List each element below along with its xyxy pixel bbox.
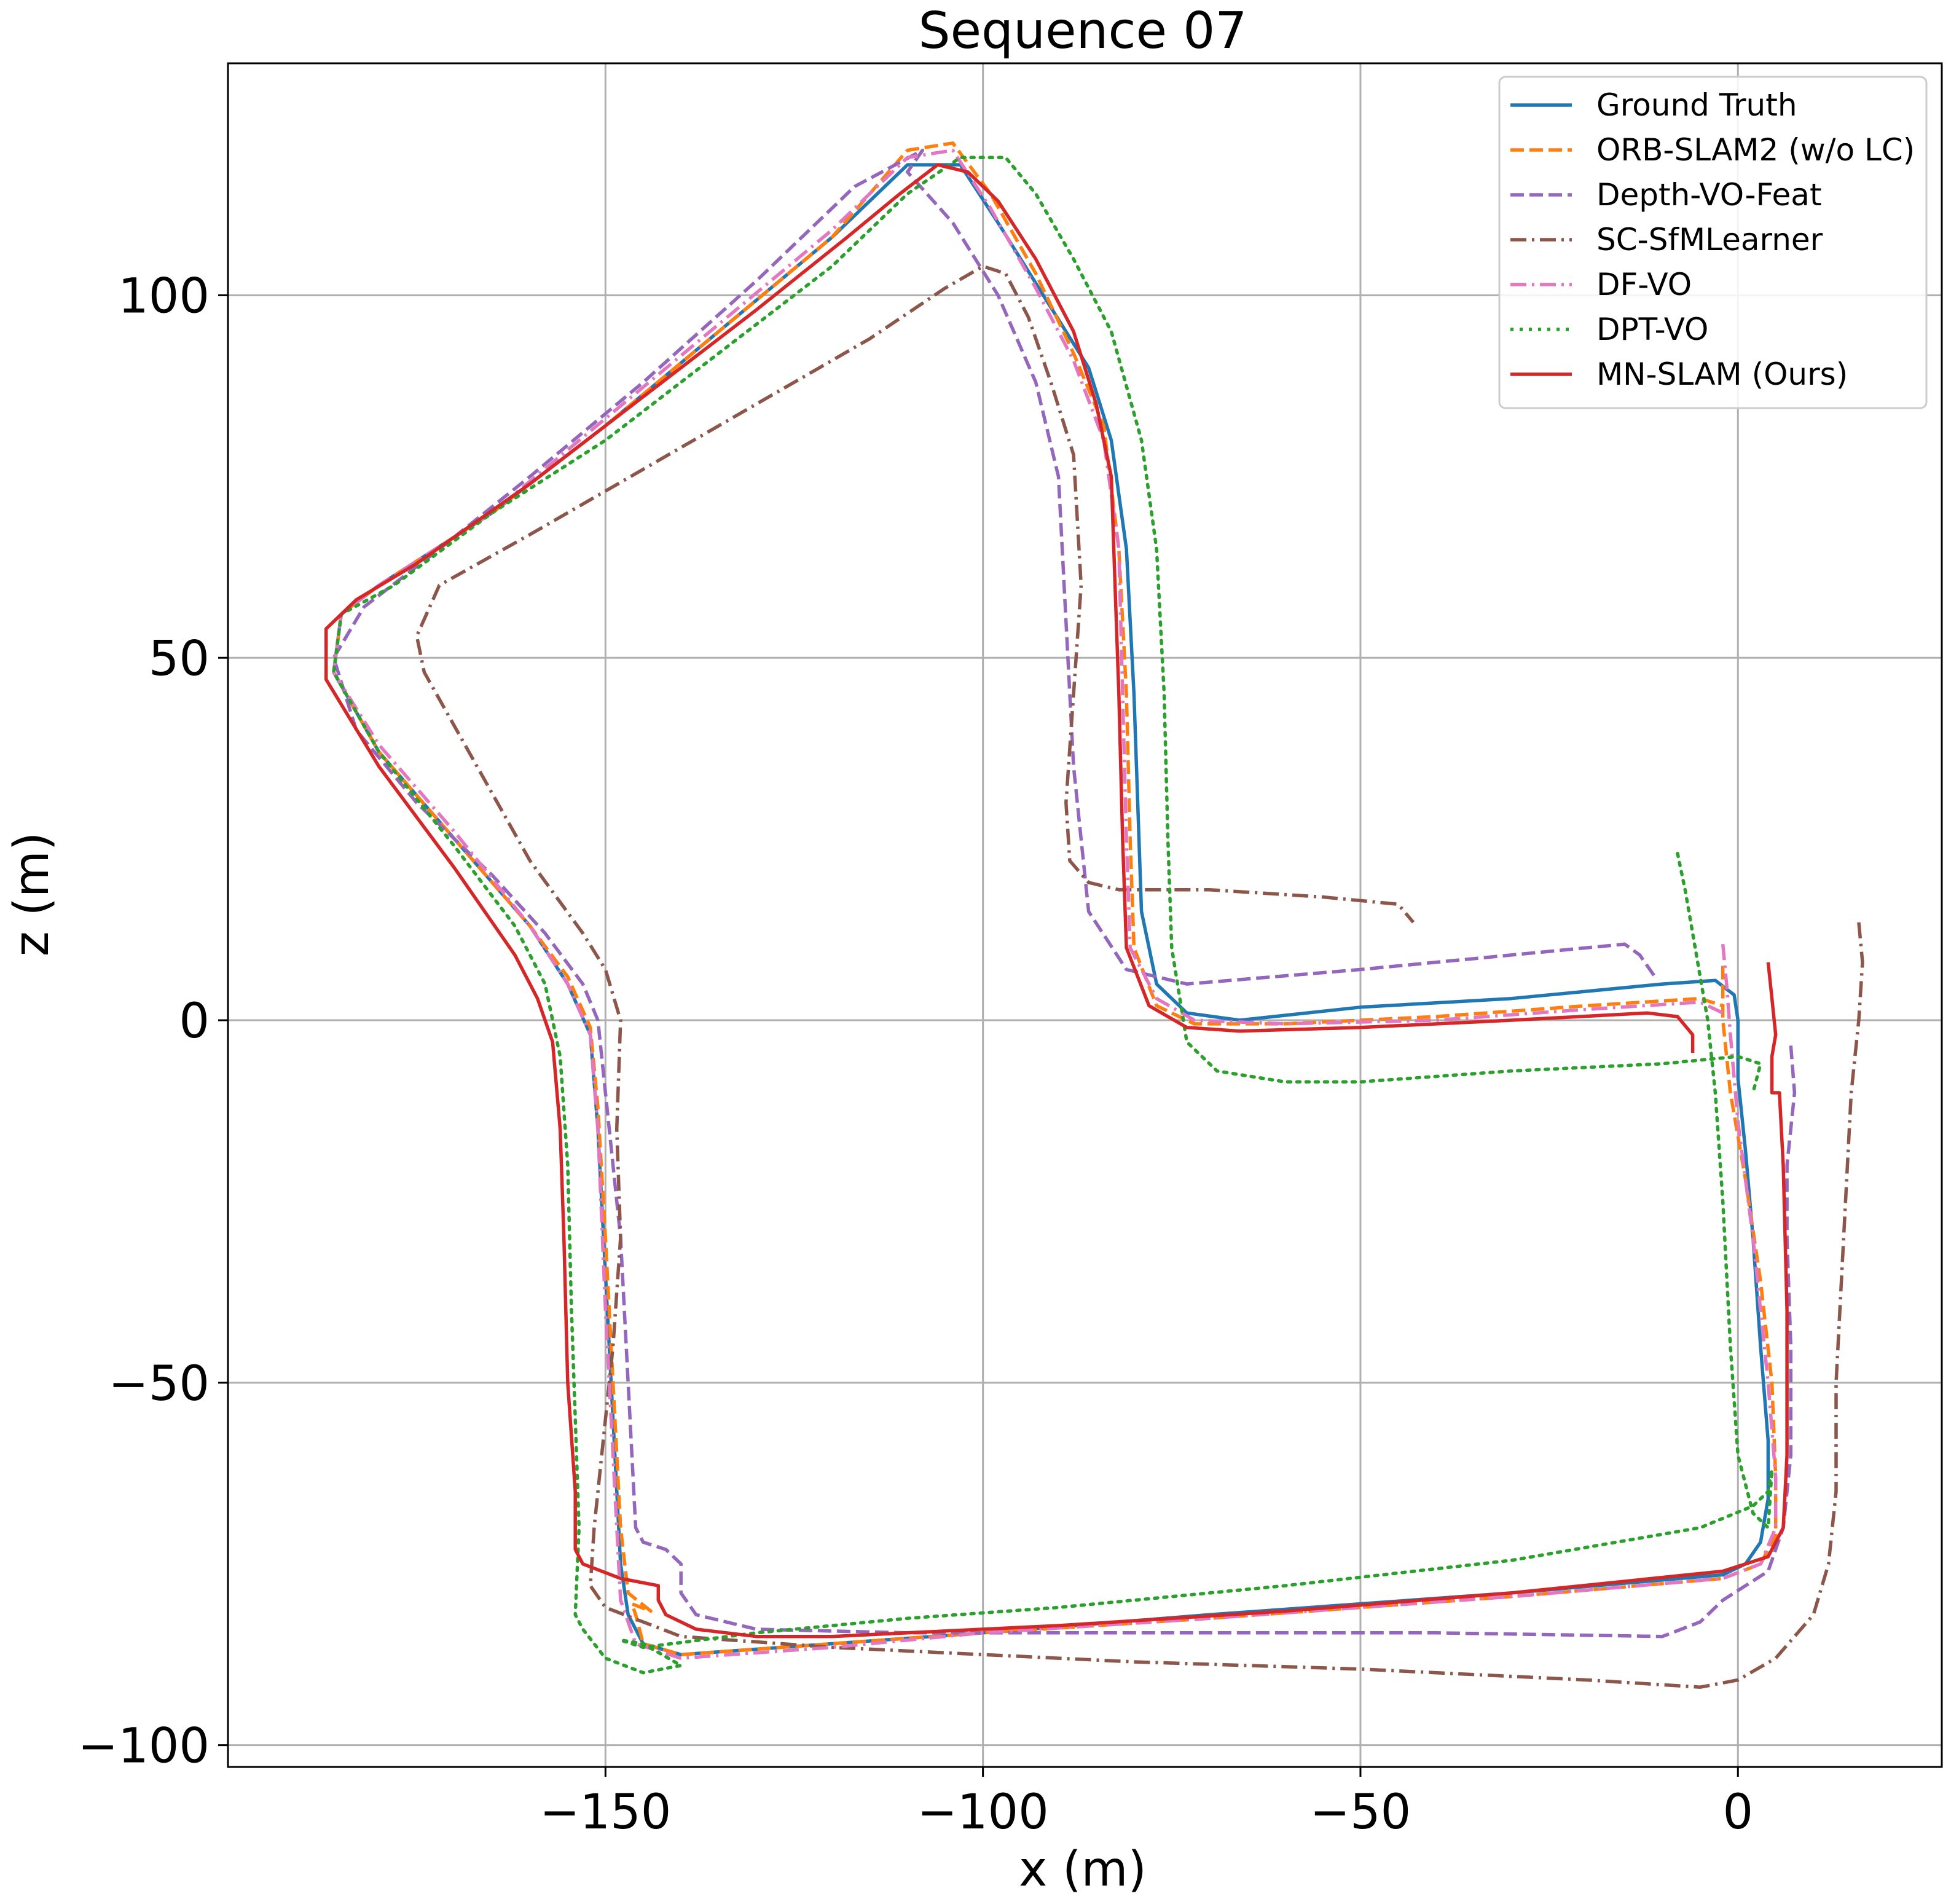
legend: Ground Truth ORB-SLAM2 (w/o LC) Depth-VO-F… (1498, 76, 1928, 409)
series-line (332, 148, 1778, 1660)
legend-entry: DPT-VO (1596, 312, 1708, 347)
series-layer (324, 141, 1864, 1689)
y-tick-label: −50 (108, 1356, 210, 1412)
y-axis-label: z (m) (4, 832, 60, 957)
x-tick-label: −150 (540, 1785, 671, 1840)
x-tick-label: −50 (1310, 1785, 1411, 1840)
y-tick-label: 50 (149, 631, 210, 686)
legend-box (1498, 76, 1928, 409)
legend-entry: DF-VO (1596, 267, 1692, 302)
plot-area-frame (227, 62, 1943, 1768)
tick-marks (218, 294, 1739, 1777)
legend-entry: Depth-VO-Feat (1596, 177, 1822, 213)
legend-entry: Ground Truth (1596, 87, 1797, 123)
x-axis-label: x (m) (1019, 1842, 1147, 1897)
series-line (332, 148, 1797, 1638)
chart-title: Sequence 07 (919, 2, 1247, 60)
tick-labels: −150 −100 −50 0 100 50 0 −50 −100 (78, 269, 1753, 1840)
y-tick-label: 0 (179, 994, 210, 1049)
legend-entry: ORB-SLAM2 (w/o LC) (1596, 132, 1915, 168)
legend-entry: SC-SfMLearner (1596, 222, 1823, 258)
x-tick-label: 0 (1722, 1785, 1753, 1840)
y-tick-label: 100 (118, 269, 210, 324)
series-line (324, 163, 1789, 1638)
x-tick-label: −100 (917, 1785, 1049, 1840)
y-tick-label: −100 (78, 1719, 210, 1774)
series-line (332, 155, 1774, 1675)
legend-entry: MN-SLAM (Ours) (1596, 356, 1848, 392)
